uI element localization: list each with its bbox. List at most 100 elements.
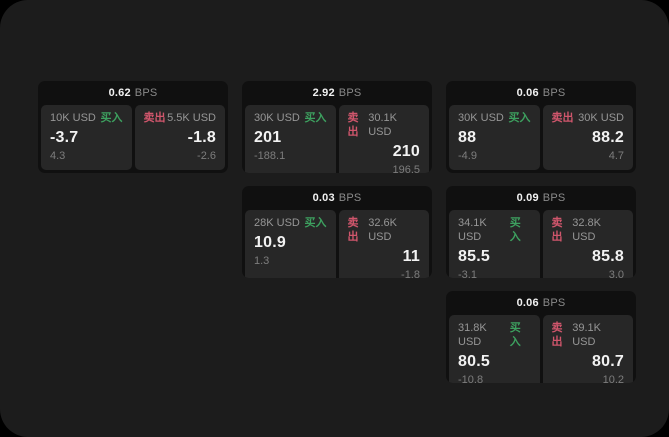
buy-price: 85.5 bbox=[458, 248, 490, 265]
buy-delta: -4.9 bbox=[458, 150, 477, 162]
bps-unit-label: BPS bbox=[542, 297, 566, 309]
sell-amount: 5.5K USD bbox=[167, 112, 216, 124]
sell-cell-top: 卖出 32.6K USD bbox=[348, 216, 421, 244]
bps-header: 0.03 BPS bbox=[242, 186, 432, 210]
buy-amount: 34.1K USD bbox=[458, 217, 487, 243]
buy-price: 88 bbox=[458, 129, 477, 146]
sell-price: 210 bbox=[392, 143, 420, 160]
buy-delta: -188.1 bbox=[254, 150, 286, 162]
sell-tag: 卖出 bbox=[551, 217, 563, 243]
quote-card: 0.06 BPS 31.8K USD 买入 80.5 -10.8 卖出 39.1… bbox=[446, 291, 636, 383]
buy-cell[interactable]: 34.1K USD 买入 85.5 -3.1 bbox=[449, 210, 540, 278]
sell-amount: 32.6K USD bbox=[368, 217, 397, 243]
sell-amount: 39.1K USD bbox=[572, 322, 601, 348]
quote-card-body: 30K USD 买入 201 -188.1 卖出 30.1K USD 210 1… bbox=[242, 105, 432, 173]
sell-delta: 4.7 bbox=[608, 150, 624, 162]
quote-card-body: 30K USD 买入 88 -4.9 卖出 30K USD 88.2 4.7 bbox=[446, 105, 636, 173]
buy-price: 80.5 bbox=[458, 353, 490, 370]
sell-delta: -2.6 bbox=[197, 150, 216, 162]
buy-cell[interactable]: 10K USD 买入 -3.7 4.3 bbox=[41, 105, 132, 170]
buy-amount: 31.8K USD bbox=[458, 322, 487, 348]
sell-cell[interactable]: 卖出 32.8K USD 85.8 3.0 bbox=[542, 210, 633, 278]
buy-cell[interactable]: 30K USD 买入 88 -4.9 bbox=[449, 105, 540, 170]
buy-price: -3.7 bbox=[50, 129, 79, 146]
bps-header: 0.09 BPS bbox=[446, 186, 636, 210]
sell-amount: 30.1K USD bbox=[368, 112, 397, 138]
bps-unit-label: BPS bbox=[338, 87, 362, 99]
buy-delta: -3.1 bbox=[458, 269, 477, 278]
quote-card: 2.92 BPS 30K USD 买入 201 -188.1 卖出 30.1K … bbox=[242, 81, 432, 173]
sell-cell-top: 卖出 30.1K USD bbox=[348, 111, 421, 139]
sell-cell-top: 卖出 30K USD bbox=[552, 111, 625, 125]
buy-tag: 买入 bbox=[100, 112, 123, 124]
bps-header: 0.06 BPS bbox=[446, 81, 636, 105]
sell-price: -1.8 bbox=[187, 129, 216, 146]
buy-cell-top: 10K USD 买入 bbox=[50, 111, 123, 125]
sell-amount: 30K USD bbox=[578, 112, 624, 124]
bps-header: 2.92 BPS bbox=[242, 81, 432, 105]
buy-tag: 买入 bbox=[304, 112, 327, 124]
sell-cell[interactable]: 卖出 30K USD 88.2 4.7 bbox=[542, 105, 633, 170]
bps-unit-label: BPS bbox=[542, 87, 566, 99]
sell-price: 11 bbox=[402, 248, 420, 265]
buy-cell[interactable]: 28K USD 买入 10.9 1.3 bbox=[245, 210, 336, 278]
bps-header: 0.62 BPS bbox=[38, 81, 228, 105]
bps-value: 2.92 bbox=[312, 87, 335, 99]
bps-value: 0.06 bbox=[516, 87, 539, 99]
sell-tag: 卖出 bbox=[347, 217, 359, 243]
quote-card: 0.06 BPS 30K USD 买入 88 -4.9 卖出 30K USD 8… bbox=[446, 81, 636, 173]
bps-unit-label: BPS bbox=[134, 87, 158, 99]
buy-delta: 1.3 bbox=[254, 255, 270, 267]
buy-tag: 买入 bbox=[508, 112, 531, 124]
quote-card: 0.03 BPS 28K USD 买入 10.9 1.3 卖出 32.6K US… bbox=[242, 186, 432, 278]
sell-price: 88.2 bbox=[592, 129, 624, 146]
buy-cell-top: 31.8K USD 买入 bbox=[458, 321, 531, 349]
buy-price: 10.9 bbox=[254, 234, 286, 251]
sell-delta: -1.8 bbox=[401, 269, 420, 278]
sell-cell[interactable]: 卖出 30.1K USD 210 196.5 bbox=[338, 105, 429, 173]
sell-tag: 卖出 bbox=[347, 112, 359, 138]
buy-tag: 买入 bbox=[509, 217, 521, 243]
sell-price: 85.8 bbox=[592, 248, 624, 265]
sell-amount: 32.8K USD bbox=[572, 217, 601, 243]
bps-value: 0.09 bbox=[516, 192, 539, 204]
buy-amount: 10K USD bbox=[50, 112, 96, 124]
sell-cell[interactable]: 卖出 5.5K USD -1.8 -2.6 bbox=[134, 105, 225, 170]
buy-cell-top: 28K USD 买入 bbox=[254, 216, 327, 230]
buy-cell-top: 30K USD 买入 bbox=[254, 111, 327, 125]
buy-cell[interactable]: 30K USD 买入 201 -188.1 bbox=[245, 105, 336, 173]
sell-delta: 3.0 bbox=[608, 269, 624, 278]
quote-card-body: 31.8K USD 买入 80.5 -10.8 卖出 39.1K USD 80.… bbox=[446, 315, 636, 383]
sell-tag: 卖出 bbox=[143, 112, 166, 124]
bps-unit-label: BPS bbox=[542, 192, 566, 204]
buy-cell[interactable]: 31.8K USD 买入 80.5 -10.8 bbox=[449, 315, 540, 383]
buy-amount: 28K USD bbox=[254, 217, 300, 229]
quote-card-body: 10K USD 买入 -3.7 4.3 卖出 5.5K USD -1.8 -2.… bbox=[38, 105, 228, 173]
sell-tag: 卖出 bbox=[551, 112, 574, 124]
sell-delta: 10.2 bbox=[602, 374, 624, 383]
quote-cards-grid: 0.62 BPS 10K USD 买入 -3.7 4.3 卖出 5.5K USD… bbox=[38, 81, 636, 383]
sell-price: 80.7 bbox=[592, 353, 624, 370]
buy-cell-top: 34.1K USD 买入 bbox=[458, 216, 531, 244]
sell-cell-top: 卖出 5.5K USD bbox=[144, 111, 217, 125]
sell-cell-top: 卖出 32.8K USD bbox=[552, 216, 625, 244]
quote-card-body: 34.1K USD 买入 85.5 -3.1 卖出 32.8K USD 85.8… bbox=[446, 210, 636, 278]
quote-card: 0.09 BPS 34.1K USD 买入 85.5 -3.1 卖出 32.8K… bbox=[446, 186, 636, 278]
quote-card: 0.62 BPS 10K USD 买入 -3.7 4.3 卖出 5.5K USD… bbox=[38, 81, 228, 173]
quote-card-body: 28K USD 买入 10.9 1.3 卖出 32.6K USD 11 -1.8 bbox=[242, 210, 432, 278]
sell-cell[interactable]: 卖出 32.6K USD 11 -1.8 bbox=[338, 210, 429, 278]
buy-cell-top: 30K USD 买入 bbox=[458, 111, 531, 125]
buy-amount: 30K USD bbox=[254, 112, 300, 124]
buy-tag: 买入 bbox=[304, 217, 327, 229]
sell-delta: 196.5 bbox=[392, 164, 420, 173]
bps-value: 0.62 bbox=[108, 87, 131, 99]
buy-tag: 买入 bbox=[509, 322, 521, 348]
sell-cell[interactable]: 卖出 39.1K USD 80.7 10.2 bbox=[542, 315, 633, 383]
buy-delta: -10.8 bbox=[458, 374, 484, 383]
sell-cell-top: 卖出 39.1K USD bbox=[552, 321, 625, 349]
bps-header: 0.06 BPS bbox=[446, 291, 636, 315]
bps-unit-label: BPS bbox=[338, 192, 362, 204]
sell-tag: 卖出 bbox=[551, 322, 563, 348]
buy-amount: 30K USD bbox=[458, 112, 504, 124]
